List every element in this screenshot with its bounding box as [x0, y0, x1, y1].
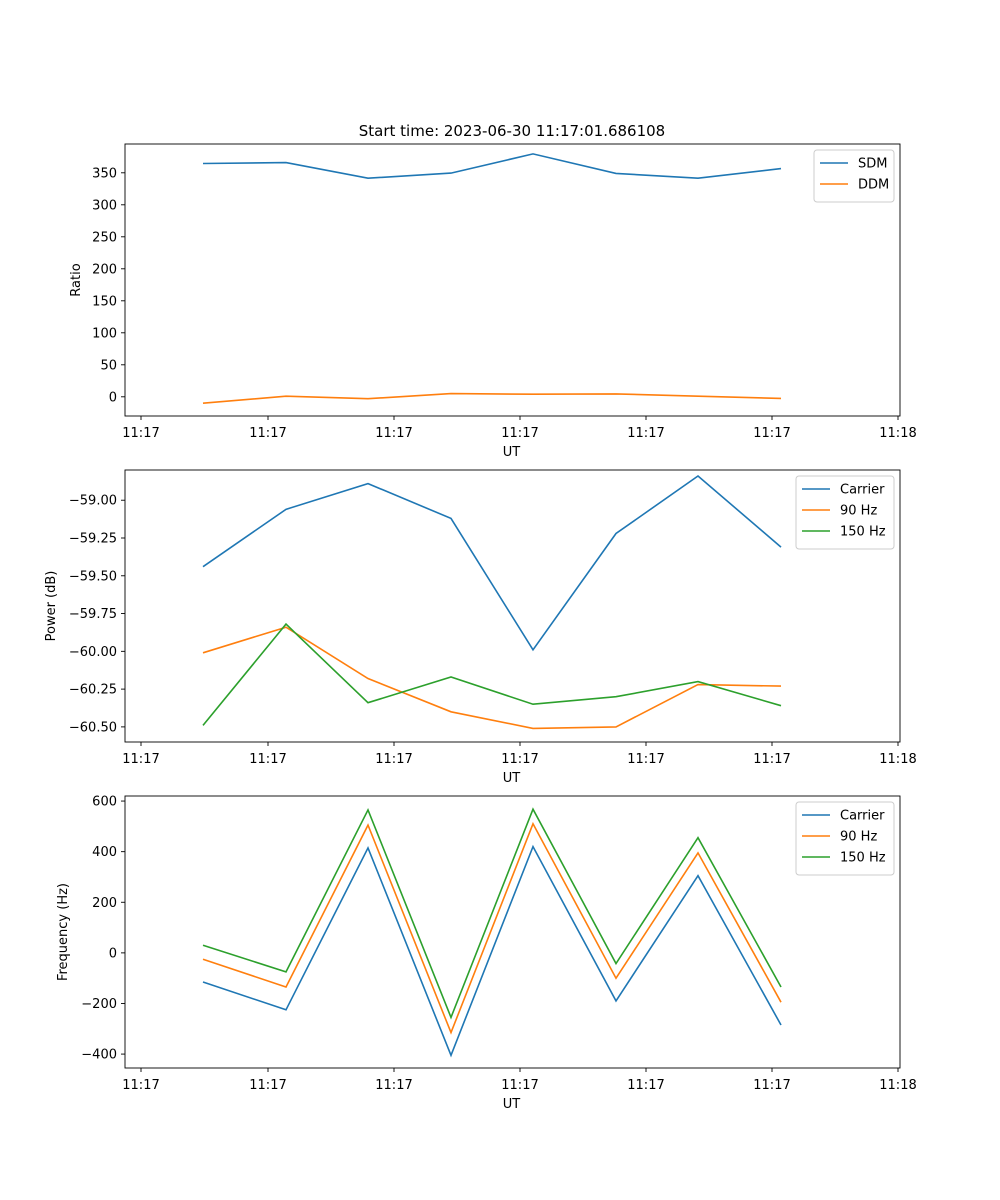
y-tick-label: −60.50 [69, 720, 117, 735]
legend-label: DDM [858, 178, 889, 193]
y-tick-label: 200 [92, 896, 117, 911]
plot-frame [124, 795, 901, 1069]
x-tick-label: 11:17 [122, 1078, 159, 1093]
legend: Carrier 90 Hz 150 Hz [795, 475, 895, 550]
y-tick-label: −400 [81, 1048, 117, 1063]
x-tick-label: 11:18 [879, 426, 916, 441]
y-tick-label: 150 [92, 294, 117, 309]
y-tick-label: 0 [109, 946, 117, 961]
plot-frame [124, 469, 901, 743]
y-tick-label: 300 [92, 198, 117, 213]
series-line-150-hz [202, 807, 782, 1020]
series-line-carrier [202, 844, 782, 1058]
legend-label: 150 Hz [840, 525, 886, 540]
x-tick-label: 11:17 [753, 1078, 790, 1093]
plot-frame [124, 143, 901, 417]
x-tick-label: 11:17 [753, 752, 790, 767]
y-tick-label: 50 [100, 358, 117, 373]
x-tick-label: 11:17 [122, 426, 159, 441]
y-tick-label: −59.25 [69, 532, 117, 547]
series-line-90-hz [202, 821, 782, 1035]
legend-label: 90 Hz [840, 504, 877, 519]
legend-label: Carrier [840, 483, 885, 498]
y-tick-label: −59.00 [69, 494, 117, 509]
figure-title: Start time: 2023-06-30 11:17:01.686108 [359, 122, 665, 140]
y-tick-label: 250 [92, 230, 117, 245]
legend-label: 150 Hz [840, 851, 886, 866]
series-line-sdm [202, 153, 782, 180]
x-tick-label: 11:17 [375, 752, 412, 767]
y-tick-label: 0 [109, 390, 117, 405]
x-axis-label: UT [503, 445, 521, 460]
x-tick-label: 11:17 [122, 752, 159, 767]
legend-label: 90 Hz [840, 830, 877, 845]
y-tick-label: 350 [92, 166, 117, 181]
frequency-chart: 11:17 11:17 11:17 11:17 11:17 11:17 11:18 UT −40… [56, 795, 917, 1112]
y-tick-label: −59.75 [69, 607, 117, 622]
x-axis-label: UT [503, 771, 521, 786]
x-tick-label: 11:17 [375, 1078, 412, 1093]
y-axis-label: Ratio [69, 263, 84, 296]
series-line-90-hz [202, 626, 782, 730]
legend-label: Carrier [840, 809, 885, 824]
y-axis-label: Power (dB) [44, 571, 59, 642]
y-tick-label: −60.25 [69, 683, 117, 698]
ratio-chart: 11:17 11:17 11:17 11:17 11:17 11:17 11:18 UT 0 50… [69, 143, 917, 460]
x-tick-label: 11:17 [249, 1078, 286, 1093]
x-tick-label: 11:17 [501, 1078, 538, 1093]
legend-label: SDM [858, 157, 887, 172]
x-tick-label: 11:17 [501, 752, 538, 767]
y-tick-label: 600 [92, 795, 117, 810]
series-line-150-hz [202, 622, 782, 726]
legend: Carrier 90 Hz 150 Hz [795, 801, 895, 876]
x-tick-label: 11:17 [501, 426, 538, 441]
x-tick-label: 11:17 [249, 426, 286, 441]
y-tick-label: 100 [92, 326, 117, 341]
series-line-carrier [202, 474, 782, 652]
x-tick-label: 11:17 [627, 426, 664, 441]
x-axis-label: UT [503, 1097, 521, 1112]
y-tick-label: −200 [81, 997, 117, 1012]
x-tick-label: 11:17 [753, 426, 790, 441]
y-tick-label: 400 [92, 845, 117, 860]
y-axis-label: Frequency (Hz) [56, 883, 71, 981]
y-tick-label: 200 [92, 262, 117, 277]
y-tick-label: −60.00 [69, 645, 117, 660]
power-chart: 11:17 11:17 11:17 11:17 11:17 11:17 11:18 UT −60… [44, 469, 917, 786]
y-tick-label: −59.50 [69, 569, 117, 584]
series-line-ddm [202, 392, 782, 404]
x-tick-label: 11:18 [879, 1078, 916, 1093]
x-tick-label: 11:17 [249, 752, 286, 767]
x-tick-label: 11:17 [375, 426, 412, 441]
x-tick-label: 11:17 [627, 752, 664, 767]
x-tick-label: 11:18 [879, 752, 916, 767]
legend: SDM DDM [813, 149, 895, 203]
x-tick-label: 11:17 [627, 1078, 664, 1093]
